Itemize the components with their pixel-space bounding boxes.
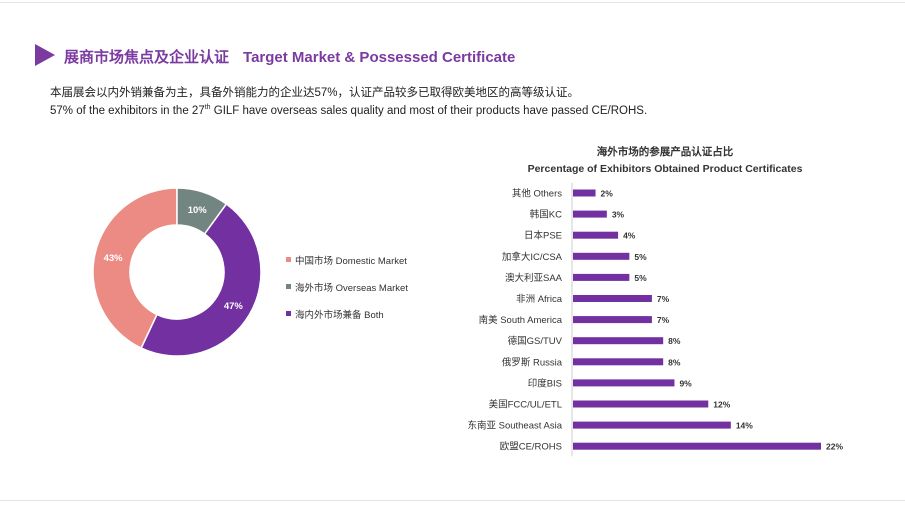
legend-item: 海内外市场兼备 Both [286, 300, 408, 327]
bar-value-label: 8% [668, 336, 681, 346]
bar-value-label: 5% [634, 273, 647, 283]
bar-value-label: 2% [601, 189, 614, 199]
category-label: 日本PSE [524, 230, 562, 242]
bar-value-label: 5% [634, 252, 647, 262]
bar [573, 316, 652, 324]
bar-value-label: 4% [623, 231, 636, 241]
bar [573, 231, 619, 239]
category-label: 俄罗斯 Russia [502, 356, 563, 368]
category-label: 加拿大IC/CSA [502, 251, 563, 263]
certificate-bar-chart: 海外市场的参展产品认证占比 Percentage of Exhibitors Ob… [467, 145, 843, 457]
bottom-divider [0, 500, 905, 501]
bar-chart-title-en: Percentage of Exhibitors Obtained Produc… [528, 163, 803, 175]
bar [573, 421, 731, 429]
section-title-cn: 展商市场焦点及企业认证 [64, 49, 230, 66]
category-label: 南美 South America [479, 314, 563, 326]
legend-swatch [286, 311, 291, 316]
legend-swatch [286, 284, 291, 289]
section-title-en: Target Market & Possessed Certificate [243, 49, 516, 66]
section-arrow-icon [35, 44, 55, 66]
bar-value-label: 12% [713, 400, 730, 410]
category-label: 德国GS/TUV [508, 335, 563, 347]
description-en-start: 57% of the exhibitors in the 27 [50, 104, 205, 117]
bar [573, 442, 821, 450]
bar [573, 400, 709, 408]
legend-swatch [286, 257, 291, 262]
bar-value-label: 7% [657, 294, 670, 304]
bar [573, 358, 664, 366]
legend-item: 海外市场 Overseas Market [286, 273, 408, 300]
bar-value-label: 9% [679, 378, 692, 388]
legend-label: 中国市场 Domestic Market [295, 255, 407, 267]
bar [573, 252, 630, 260]
category-label: 非洲 Africa [516, 293, 563, 305]
category-label: 澳大利亚SAA [505, 272, 563, 284]
donut-slice [92, 188, 178, 350]
bar-value-label: 8% [668, 357, 681, 367]
bar-value-label: 22% [826, 442, 843, 452]
bar [573, 210, 607, 218]
description-en-sup: th [204, 104, 211, 111]
bar [573, 273, 630, 281]
bar-value-label: 3% [612, 210, 625, 220]
bar [573, 295, 652, 302]
top-divider [0, 2, 905, 3]
donut-legend: 中国市场 Domestic Market 海外市场 Overseas Market… [286, 246, 408, 327]
market-donut-chart: 43% 10% 47% [92, 188, 262, 357]
donut-slice-label: 43% [104, 253, 124, 264]
bar-value-label: 7% [657, 315, 670, 325]
bar [573, 379, 675, 387]
category-label: 韩国KC [530, 209, 562, 221]
category-label: 印度BIS [528, 377, 562, 389]
description-en: 57% of the exhibitors in the 27th GILF h… [50, 104, 647, 117]
legend-label: 海内外市场兼备 Both [295, 309, 384, 321]
donut-slice-label: 47% [224, 301, 244, 312]
category-label: 东南亚 Southeast Asia [467, 420, 562, 432]
bar [573, 337, 664, 345]
donut-slice [140, 202, 262, 357]
legend-item: 中国市场 Domestic Market [286, 246, 408, 273]
section-title: 展商市场焦点及企业认证 Target Market & Possessed Cer… [64, 46, 515, 67]
legend-label: 海外市场 Overseas Market [295, 282, 408, 294]
description-cn: 本届展会以内外销兼备为主，具备外销能力的企业达57%，认证产品较多已取得欧美地区… [50, 87, 580, 99]
bar-chart-title-cn: 海外市场的参展产品认证占比 [597, 145, 734, 158]
bar-value-label: 14% [736, 421, 753, 431]
category-label: 其他 Others [512, 188, 562, 200]
description-en-end: GILF have overseas sales quality and mos… [210, 104, 648, 117]
category-label: 欧盟CE/ROHS [500, 441, 562, 453]
donut-slice-label: 10% [188, 205, 208, 216]
category-label: 美国FCC/UL/ETL [489, 399, 562, 411]
bar [573, 189, 596, 197]
